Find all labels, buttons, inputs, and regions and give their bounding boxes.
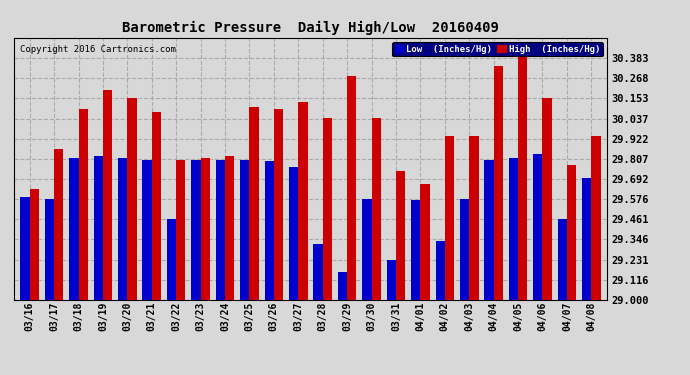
- Text: Copyright 2016 Cartronics.com: Copyright 2016 Cartronics.com: [20, 45, 176, 54]
- Bar: [225, 156, 235, 300]
- Bar: [152, 112, 161, 300]
- Bar: [54, 148, 63, 300]
- Bar: [460, 200, 469, 300]
- Bar: [396, 171, 405, 300]
- Bar: [176, 160, 186, 300]
- Bar: [445, 136, 454, 300]
- Bar: [128, 98, 137, 300]
- Bar: [567, 165, 576, 300]
- Bar: [167, 219, 176, 300]
- Bar: [484, 160, 493, 300]
- Bar: [509, 158, 518, 300]
- Bar: [420, 184, 430, 300]
- Bar: [313, 244, 323, 300]
- Bar: [411, 200, 420, 300]
- Bar: [435, 242, 445, 300]
- Bar: [30, 189, 39, 300]
- Bar: [191, 160, 201, 300]
- Bar: [201, 158, 210, 300]
- Bar: [469, 136, 478, 300]
- Bar: [94, 156, 103, 300]
- Bar: [386, 260, 396, 300]
- Bar: [21, 197, 30, 300]
- Bar: [289, 167, 298, 300]
- Bar: [582, 177, 591, 300]
- Title: Barometric Pressure  Daily High/Low  20160409: Barometric Pressure Daily High/Low 20160…: [122, 21, 499, 35]
- Bar: [338, 272, 347, 300]
- Bar: [323, 118, 332, 300]
- Bar: [371, 118, 381, 300]
- Bar: [518, 47, 527, 300]
- Bar: [493, 66, 503, 300]
- Bar: [274, 109, 283, 300]
- Bar: [558, 219, 567, 300]
- Bar: [298, 102, 308, 300]
- Bar: [362, 198, 371, 300]
- Bar: [542, 98, 552, 300]
- Bar: [45, 200, 54, 300]
- Bar: [216, 160, 225, 300]
- Bar: [591, 136, 600, 300]
- Bar: [103, 90, 112, 300]
- Bar: [118, 158, 128, 300]
- Legend: Low  (Inches/Hg), High  (Inches/Hg): Low (Inches/Hg), High (Inches/Hg): [392, 42, 602, 56]
- Bar: [533, 154, 542, 300]
- Bar: [79, 109, 88, 300]
- Bar: [347, 76, 357, 300]
- Bar: [240, 160, 250, 300]
- Bar: [264, 161, 274, 300]
- Bar: [250, 108, 259, 300]
- Bar: [143, 160, 152, 300]
- Bar: [69, 158, 79, 300]
